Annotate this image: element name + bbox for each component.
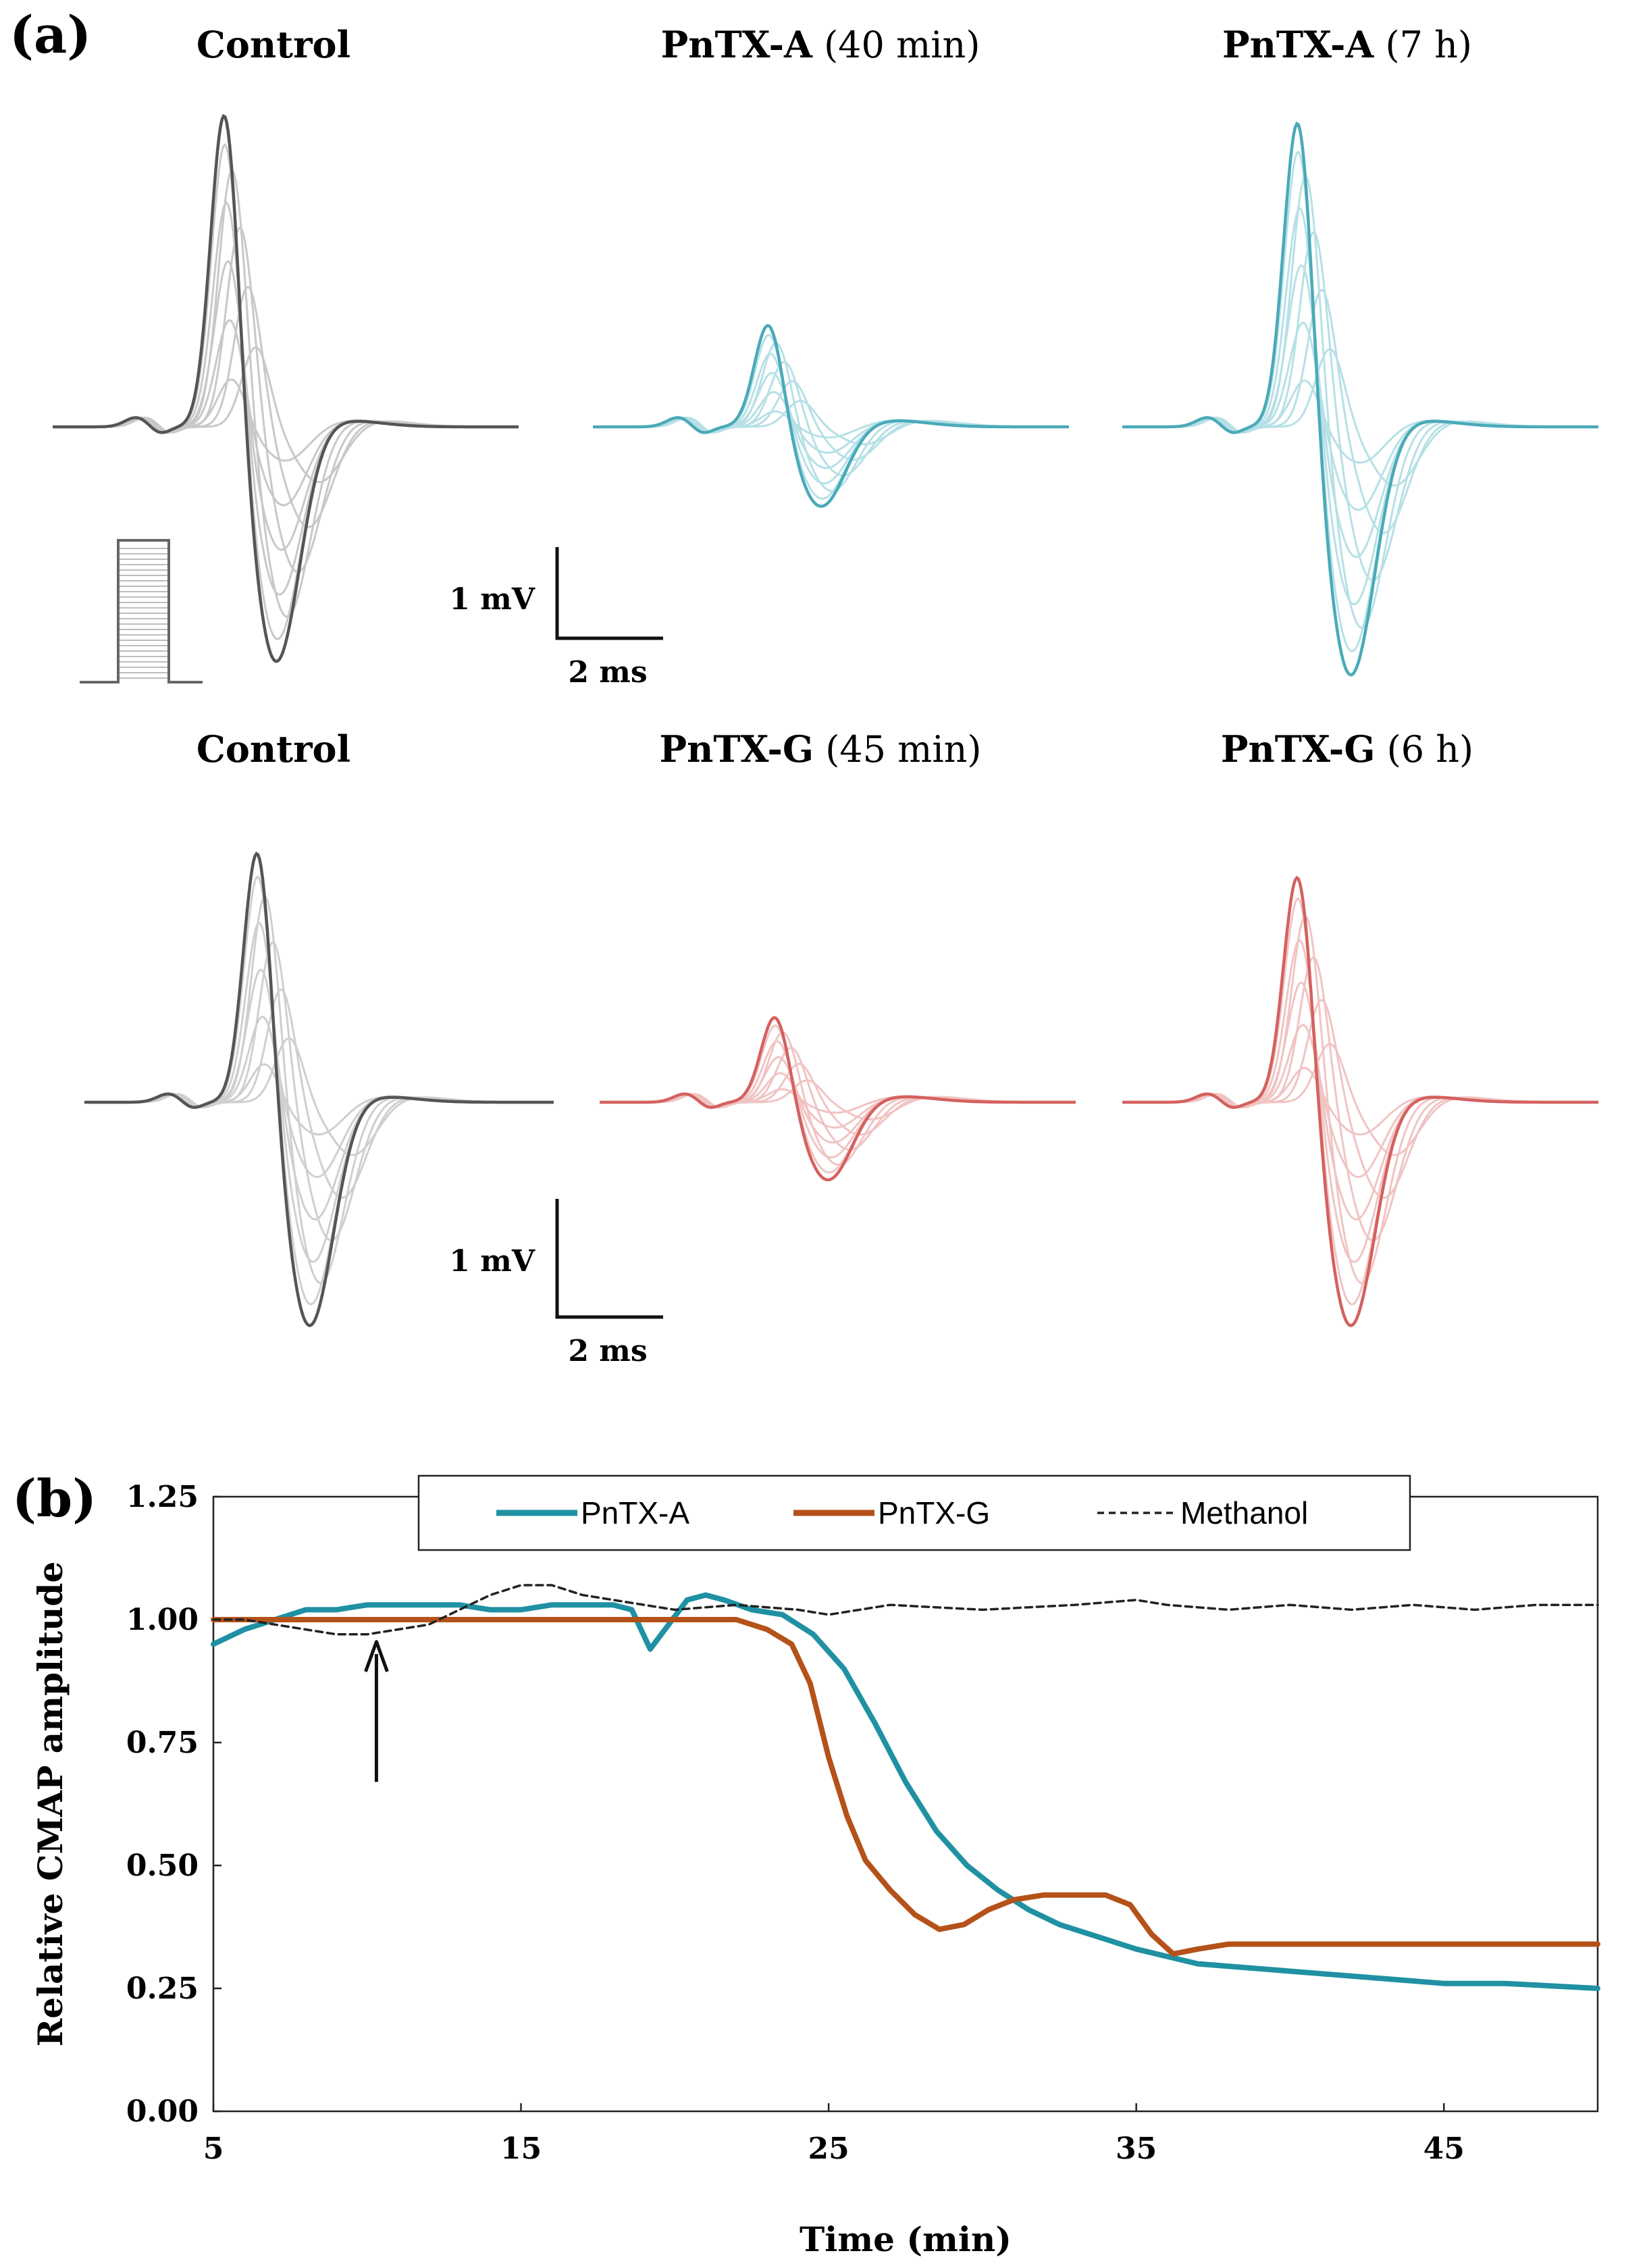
series-line-pntx-a bbox=[211, 1592, 1600, 1991]
legend-label-methanol: Methanol bbox=[1180, 1495, 1308, 1530]
faint-sweep-trace bbox=[593, 334, 1069, 500]
faint-sweep-trace bbox=[84, 875, 554, 1306]
faint-sweep-trace bbox=[84, 921, 554, 1263]
trace-panel-title: PnTX-G (6 h) bbox=[1221, 727, 1473, 771]
scale-bar-voltage-label: 1 mV bbox=[449, 1244, 535, 1279]
series-line-methanol bbox=[212, 1584, 1599, 1636]
y-tick-label: 1.25 bbox=[126, 1480, 199, 1514]
trace-panel-title: PnTX-G (45 min) bbox=[660, 727, 982, 771]
faint-sweep-trace bbox=[53, 346, 519, 484]
scale-bar-time-label: 2 ms bbox=[568, 655, 647, 690]
x-tick-label: 35 bbox=[1116, 2132, 1157, 2166]
x-tick-label: 25 bbox=[808, 2132, 849, 2166]
main-cmap-trace bbox=[84, 851, 554, 1327]
faint-sweep-trace bbox=[53, 259, 519, 551]
legend: PnTX-A PnTX-G Methanol bbox=[417, 1474, 1411, 1551]
y-tick-label: 0.75 bbox=[126, 1726, 199, 1760]
main-cmap-trace bbox=[593, 324, 1069, 508]
faint-sweep-trace bbox=[53, 114, 519, 663]
faint-sweep-trace bbox=[593, 324, 1069, 508]
stimulus-pulse-icon bbox=[80, 539, 203, 684]
plot-area-frame bbox=[212, 1495, 1599, 2113]
y-tick-label: 0.25 bbox=[126, 1971, 199, 2006]
scale-bar-time-label: 2 ms bbox=[568, 1334, 647, 1368]
faint-sweep-trace bbox=[84, 968, 554, 1220]
x-tick-label: 15 bbox=[500, 2132, 542, 2166]
main-cmap-trace bbox=[600, 1016, 1076, 1182]
trace-panel-control-a: Control bbox=[53, 23, 519, 663]
trace-panel-title: PnTX-A (40 min) bbox=[661, 23, 981, 66]
trace-panel-title: PnTX-A (7 h) bbox=[1222, 23, 1472, 66]
faint-sweep-trace bbox=[84, 896, 554, 1285]
scale-bar-row1: 1 mV 2 ms bbox=[449, 547, 663, 690]
faint-sweep-trace bbox=[1122, 288, 1598, 534]
y-tick-label: 0.00 bbox=[126, 2094, 199, 2129]
faint-sweep-trace bbox=[84, 941, 554, 1242]
legend-box bbox=[417, 1474, 1411, 1551]
main-cmap-trace bbox=[53, 113, 519, 663]
trace-panel-pntx-a-7h: PnTX-A (7 h) bbox=[1122, 23, 1598, 677]
trace-panel-pntx-g-45min: PnTX-G (45 min) bbox=[600, 727, 1076, 1182]
main-cmap-trace bbox=[1122, 121, 1598, 677]
y-axis-title: Relative CMAP amplitude bbox=[30, 1562, 70, 2047]
x-tick-label: 5 bbox=[203, 2132, 224, 2166]
trace-panel-title: Control bbox=[197, 23, 350, 66]
faint-sweep-trace bbox=[1122, 122, 1598, 676]
legend-label-pntx-g: PnTX-G bbox=[878, 1495, 990, 1530]
scale-bar-row2: 1 mV 2 ms bbox=[449, 1199, 663, 1368]
cmap-chart: 5 15 25 35 45 0.00 0.25 0.50 0.75 1.00 1.25 PnTX-A… bbox=[30, 1474, 1600, 2259]
treatment-arrow-icon bbox=[364, 1640, 389, 1782]
trace-panel-control-g: Control bbox=[84, 727, 554, 1327]
panel-a-label: (a) bbox=[9, 5, 91, 65]
scale-bar-voltage-label: 1 mV bbox=[449, 582, 535, 617]
y-tick-label: 0.50 bbox=[126, 1849, 199, 1883]
y-tick-label: 1.00 bbox=[126, 1603, 199, 1637]
faint-sweep-trace bbox=[1122, 150, 1598, 652]
faint-sweep-trace bbox=[84, 988, 554, 1199]
faint-sweep-trace bbox=[53, 319, 519, 507]
main-cmap-trace bbox=[1122, 875, 1598, 1327]
faint-sweep-trace bbox=[53, 286, 519, 528]
legend-label-pntx-a: PnTX-A bbox=[581, 1495, 689, 1530]
series-line-pntx-g bbox=[211, 1617, 1600, 1957]
x-tick-label: 45 bbox=[1423, 2132, 1465, 2166]
faint-sweep-trace bbox=[593, 361, 1069, 477]
faint-sweep-trace bbox=[1122, 348, 1598, 487]
faint-sweep-trace bbox=[593, 380, 1069, 461]
faint-sweep-trace bbox=[1122, 231, 1598, 582]
x-axis-title: Time (min) bbox=[800, 2219, 1012, 2259]
faint-sweep-trace bbox=[593, 371, 1069, 469]
trace-panel-pntx-g-6h: PnTX-G (6 h) bbox=[1122, 727, 1598, 1327]
faint-sweep-trace bbox=[53, 378, 519, 462]
trace-panel-pntx-a-40min: PnTX-A (40 min) bbox=[593, 23, 1069, 508]
faint-sweep-trace bbox=[53, 226, 519, 573]
trace-panel-title: Control bbox=[197, 727, 350, 771]
faint-sweep-trace bbox=[1122, 321, 1598, 511]
faint-sweep-trace bbox=[1122, 207, 1598, 606]
faint-sweep-trace bbox=[1122, 264, 1598, 559]
faint-sweep-trace bbox=[593, 353, 1069, 485]
faint-sweep-trace bbox=[53, 201, 519, 596]
panel-b-label: (b) bbox=[12, 1468, 97, 1528]
